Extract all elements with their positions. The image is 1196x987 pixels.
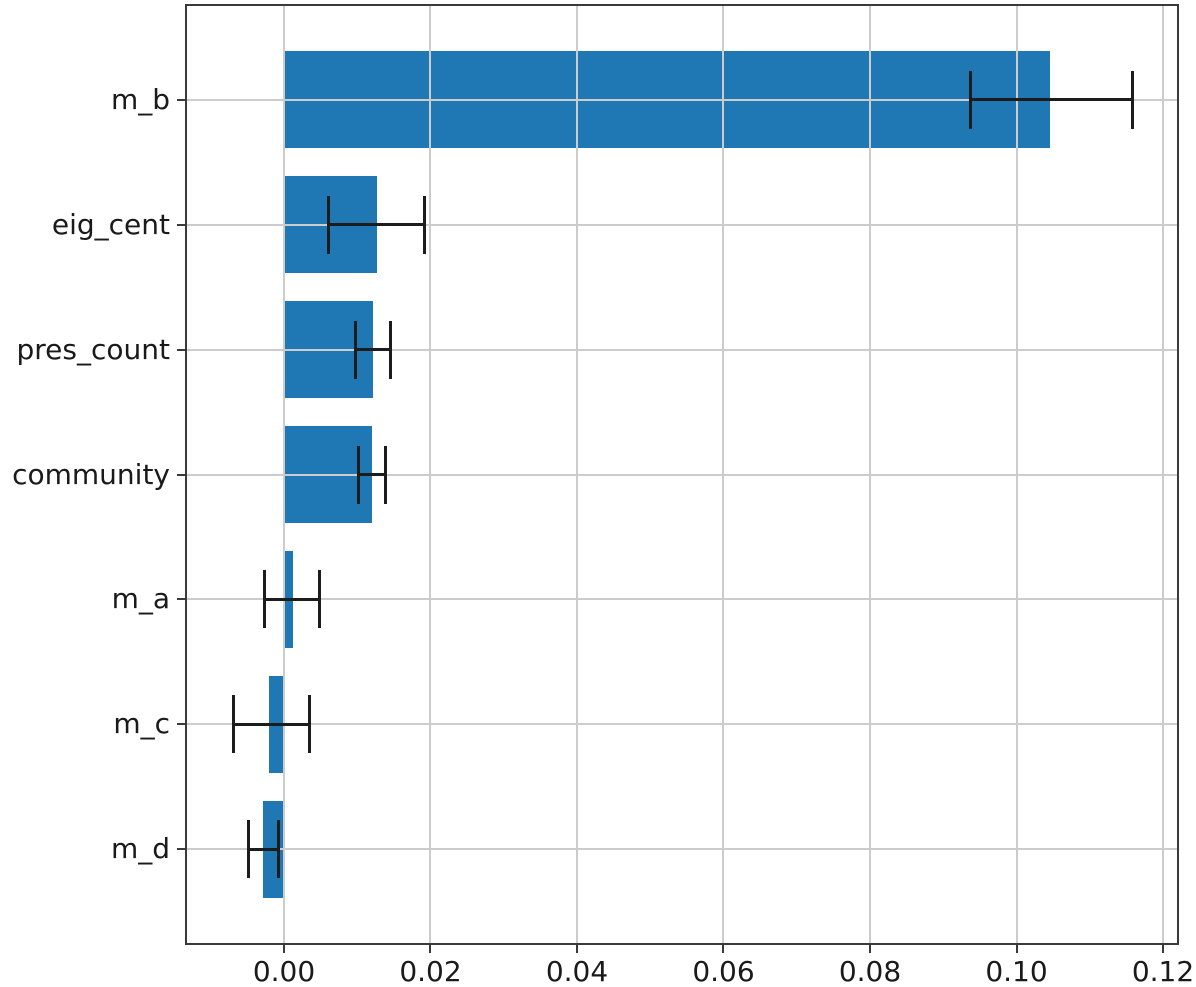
y-category-label: m_b (110, 82, 170, 116)
plot-area (185, 4, 1179, 945)
error-bar-line (328, 223, 425, 227)
error-bar-cap-left (231, 695, 235, 754)
y-gridline (187, 223, 1177, 226)
error-bar-cap-left (357, 445, 361, 504)
error-bar-line (358, 473, 386, 476)
error-bar-cap-left (246, 820, 250, 879)
error-bar-cap-right (423, 195, 427, 254)
y-tick-mark (177, 98, 185, 101)
x-tick-label: 0.06 (692, 955, 755, 987)
error-bar-cap-right (317, 570, 321, 629)
error-bar-cap-right (383, 445, 387, 504)
error-bar-cap-left (327, 195, 331, 254)
error-bar-cap-left (354, 320, 358, 379)
x-tick-mark (1162, 945, 1164, 953)
y-category-label: m_c (113, 707, 170, 741)
y-gridline (187, 473, 1177, 476)
x-tick-label: 0.08 (838, 955, 902, 987)
y-gridline (187, 348, 1177, 351)
y-category-label: m_a (111, 582, 170, 616)
x-tick-label: 0.00 (252, 955, 316, 987)
x-tick-label: 0.04 (545, 955, 609, 987)
x-tick-mark (429, 945, 432, 953)
x-tick-label: 0.02 (399, 955, 462, 987)
x-tick-mark (722, 945, 725, 953)
y-gridline (187, 848, 1177, 851)
x-tick-mark (1015, 945, 1018, 953)
x-tick-label: 0.10 (985, 955, 1048, 987)
error-bar-cap-right (389, 320, 393, 379)
y-tick-mark (177, 848, 185, 851)
y-category-label: m_d (110, 832, 170, 866)
y-category-label: eig_cent (51, 207, 170, 241)
error-bar-cap-right (277, 820, 281, 879)
y-tick-mark (177, 723, 185, 726)
x-tick-label: 0.12 (1131, 955, 1195, 987)
x-tick-mark (282, 945, 285, 953)
y-gridline (187, 598, 1177, 601)
y-tick-mark (177, 348, 185, 351)
y-tick-mark (177, 598, 185, 601)
y-category-label: community (12, 457, 170, 491)
error-bar-cap-right (308, 695, 312, 754)
error-bar-line (248, 847, 279, 851)
error-bar-cap-right (1130, 70, 1134, 129)
y-gridline (187, 98, 1177, 101)
y-tick-mark (177, 223, 185, 226)
error-bar-line (970, 98, 1133, 102)
error-bar-line (264, 597, 320, 601)
y-gridline (187, 723, 1177, 726)
error-bar-cap-left (263, 570, 267, 629)
y-category-label: pres_count (16, 332, 170, 366)
error-bar-line (355, 348, 391, 352)
x-tick-mark (575, 945, 578, 953)
error-bar-cap-left (968, 70, 972, 129)
error-bar-line (233, 722, 310, 726)
x-tick-mark (869, 945, 871, 953)
y-tick-mark (177, 473, 185, 476)
